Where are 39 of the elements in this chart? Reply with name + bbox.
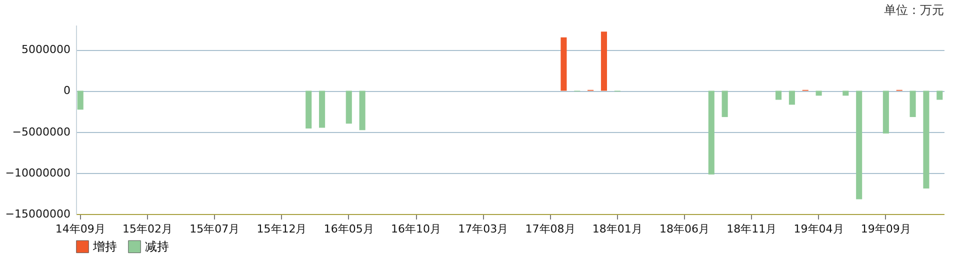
- x-tick-label: 15年02月: [122, 222, 172, 236]
- legend-label: 增持: [92, 240, 117, 254]
- bar: [923, 90, 930, 189]
- bar: [346, 90, 352, 124]
- text: 单位：万元: [884, 3, 944, 17]
- bar: [842, 90, 849, 96]
- bar: [600, 32, 608, 91]
- y-tick-label: −5000000: [12, 125, 70, 138]
- bar: [788, 90, 795, 105]
- bar: [359, 90, 366, 130]
- legend-label: 减持: [145, 240, 169, 254]
- y-tick-label: 0: [64, 84, 70, 98]
- bar: [816, 90, 822, 96]
- bar: [776, 90, 782, 100]
- x-tick-label: 17年03月: [458, 222, 508, 236]
- y-tick-label: −10000000: [5, 166, 70, 180]
- x-tick-label: 15年07月: [190, 222, 240, 236]
- y-tick-label: −15000000: [5, 208, 70, 220]
- x-tick-label: 19年09月: [860, 222, 911, 236]
- x-tick-label: 19年04月: [794, 222, 844, 236]
- bar: [560, 37, 567, 91]
- bar: [77, 90, 84, 110]
- bar: [708, 90, 714, 175]
- x-tick-label: 18年06月: [660, 222, 710, 236]
- bar: [936, 90, 943, 100]
- x-tick-label: 17年08月: [525, 222, 576, 236]
- bar: [722, 90, 728, 118]
- x-tick-label: 18年11月: [726, 222, 777, 236]
- x-tick-label: 18年01月: [592, 222, 642, 236]
- x-tick-label: 16年10月: [391, 222, 442, 236]
- x-tick-label: 15年12月: [256, 222, 307, 236]
- x-tick-label: 14年09月: [55, 222, 106, 236]
- bar: [910, 90, 916, 118]
- x-tick-label: 16年05月: [324, 222, 374, 236]
- bar: [319, 90, 326, 128]
- bar: [882, 90, 889, 134]
- bar: [306, 90, 312, 129]
- y-tick-label: 5000000: [22, 43, 70, 56]
- bar: [856, 90, 862, 200]
